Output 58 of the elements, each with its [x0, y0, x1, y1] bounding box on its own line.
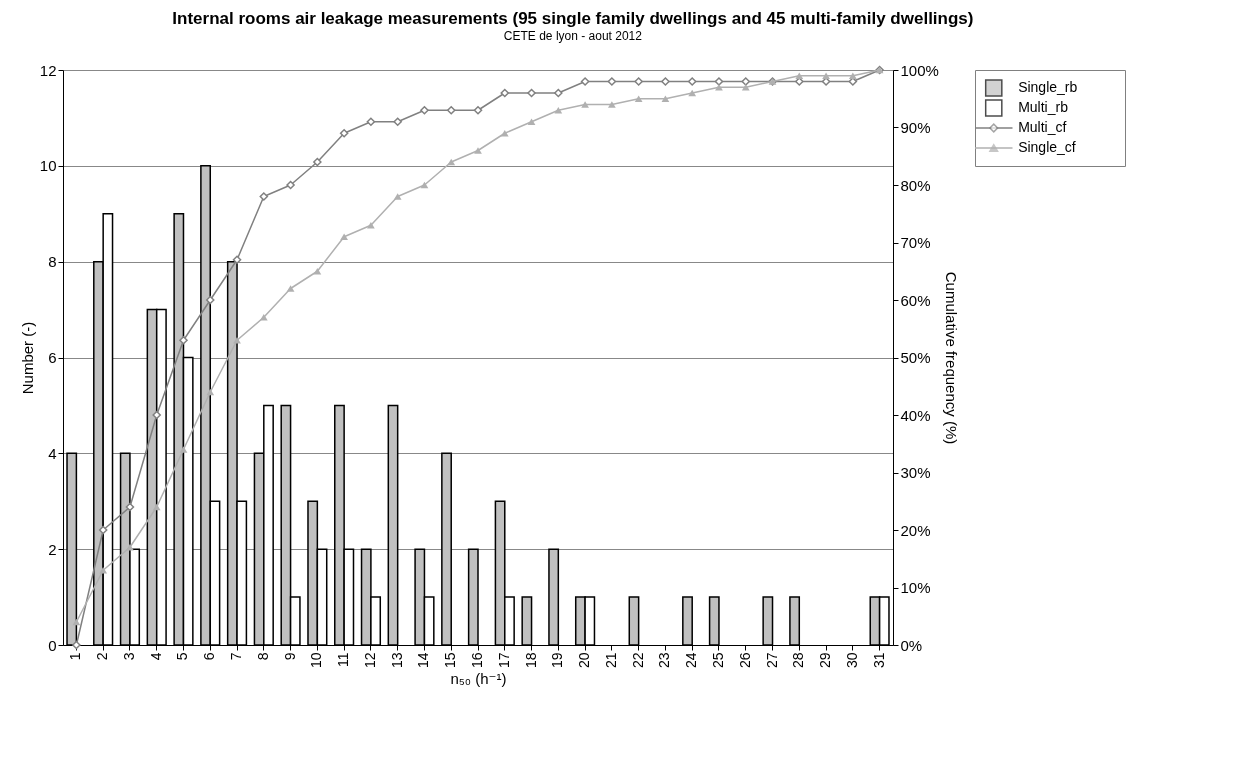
x-tick-label: 20: [576, 652, 593, 669]
y2-tick-label: 100%: [900, 61, 939, 79]
legend-label: Single_rb: [1018, 79, 1078, 95]
x-tick-label: 10: [308, 652, 325, 669]
legend-label: Multi_rb: [1018, 99, 1069, 115]
x-tick-label: 4: [147, 652, 164, 661]
x-tick-label: 26: [736, 652, 753, 669]
legend-label: Multi_cf: [1018, 119, 1067, 135]
y2-tick-label: 60%: [900, 291, 931, 309]
x-tick-label: 1: [67, 652, 84, 661]
x-tick-label: 27: [763, 652, 780, 669]
y-tick-label: 12: [39, 61, 57, 79]
y2-tick-label: 10%: [900, 579, 931, 596]
y2-tick-label: 50%: [900, 349, 931, 366]
x-axis-title: n₅₀ (h⁻¹): [450, 670, 507, 688]
x-tick-label: 3: [120, 652, 137, 661]
y-axis-title: Number (-): [18, 321, 36, 395]
y-tick-label: 0: [48, 636, 57, 654]
x-tick-label: 23: [656, 652, 673, 669]
y2-tick-label: 90%: [900, 119, 931, 136]
y2-tick-label: 80%: [900, 176, 931, 194]
y-tick-label: 2: [48, 540, 57, 558]
y-tick-label: 4: [48, 444, 57, 462]
x-tick-label: 5: [174, 652, 191, 661]
x-tick-label: 29: [817, 652, 834, 669]
x-tick-label: 7: [228, 652, 245, 661]
x-tick-label: 14: [415, 652, 432, 669]
x-tick-label: 18: [522, 652, 539, 669]
y2-tick-label: 0%: [900, 636, 923, 654]
x-tick-label: 24: [683, 652, 700, 669]
x-tick-label: 21: [602, 652, 619, 669]
x-tick-label: 2: [94, 652, 111, 661]
x-tick-label: 15: [442, 652, 459, 669]
x-tick-label: 17: [495, 652, 512, 669]
chart-title: Internal rooms air leakage measurements (95 single family dwellings and 45 multi-family dwellings): [172, 9, 974, 28]
y2-tick-label: 30%: [900, 464, 931, 481]
x-tick-label: 25: [709, 652, 726, 669]
x-tick-label: 19: [549, 652, 566, 669]
y2-axis-title: Cumulative frequency (%): [942, 271, 960, 445]
legend-label: Single_cf: [1018, 139, 1076, 155]
y-tick-label: 8: [48, 253, 57, 271]
x-tick-label: 12: [361, 652, 378, 669]
y2-tick-label: 70%: [900, 234, 931, 251]
y2-tick-label: 20%: [900, 521, 931, 539]
x-tick-label: 30: [843, 652, 860, 669]
y2-tick-label: 40%: [900, 406, 931, 424]
x-tick-label: 16: [469, 652, 485, 669]
x-tick-label: 13: [388, 652, 405, 669]
x-tick-label: 6: [201, 652, 218, 661]
chart-subtitle: CETE de lyon - aout 2012: [503, 29, 643, 43]
y-tick-label: 6: [48, 349, 57, 366]
x-tick-label: 8: [254, 652, 271, 661]
x-tick-label: 22: [629, 652, 646, 669]
y-tick-label: 10: [39, 157, 57, 175]
x-tick-label: 9: [281, 652, 298, 661]
x-tick-label: 11: [335, 652, 352, 668]
x-tick-label: 28: [790, 652, 807, 669]
x-tick-label: 31: [870, 652, 887, 669]
